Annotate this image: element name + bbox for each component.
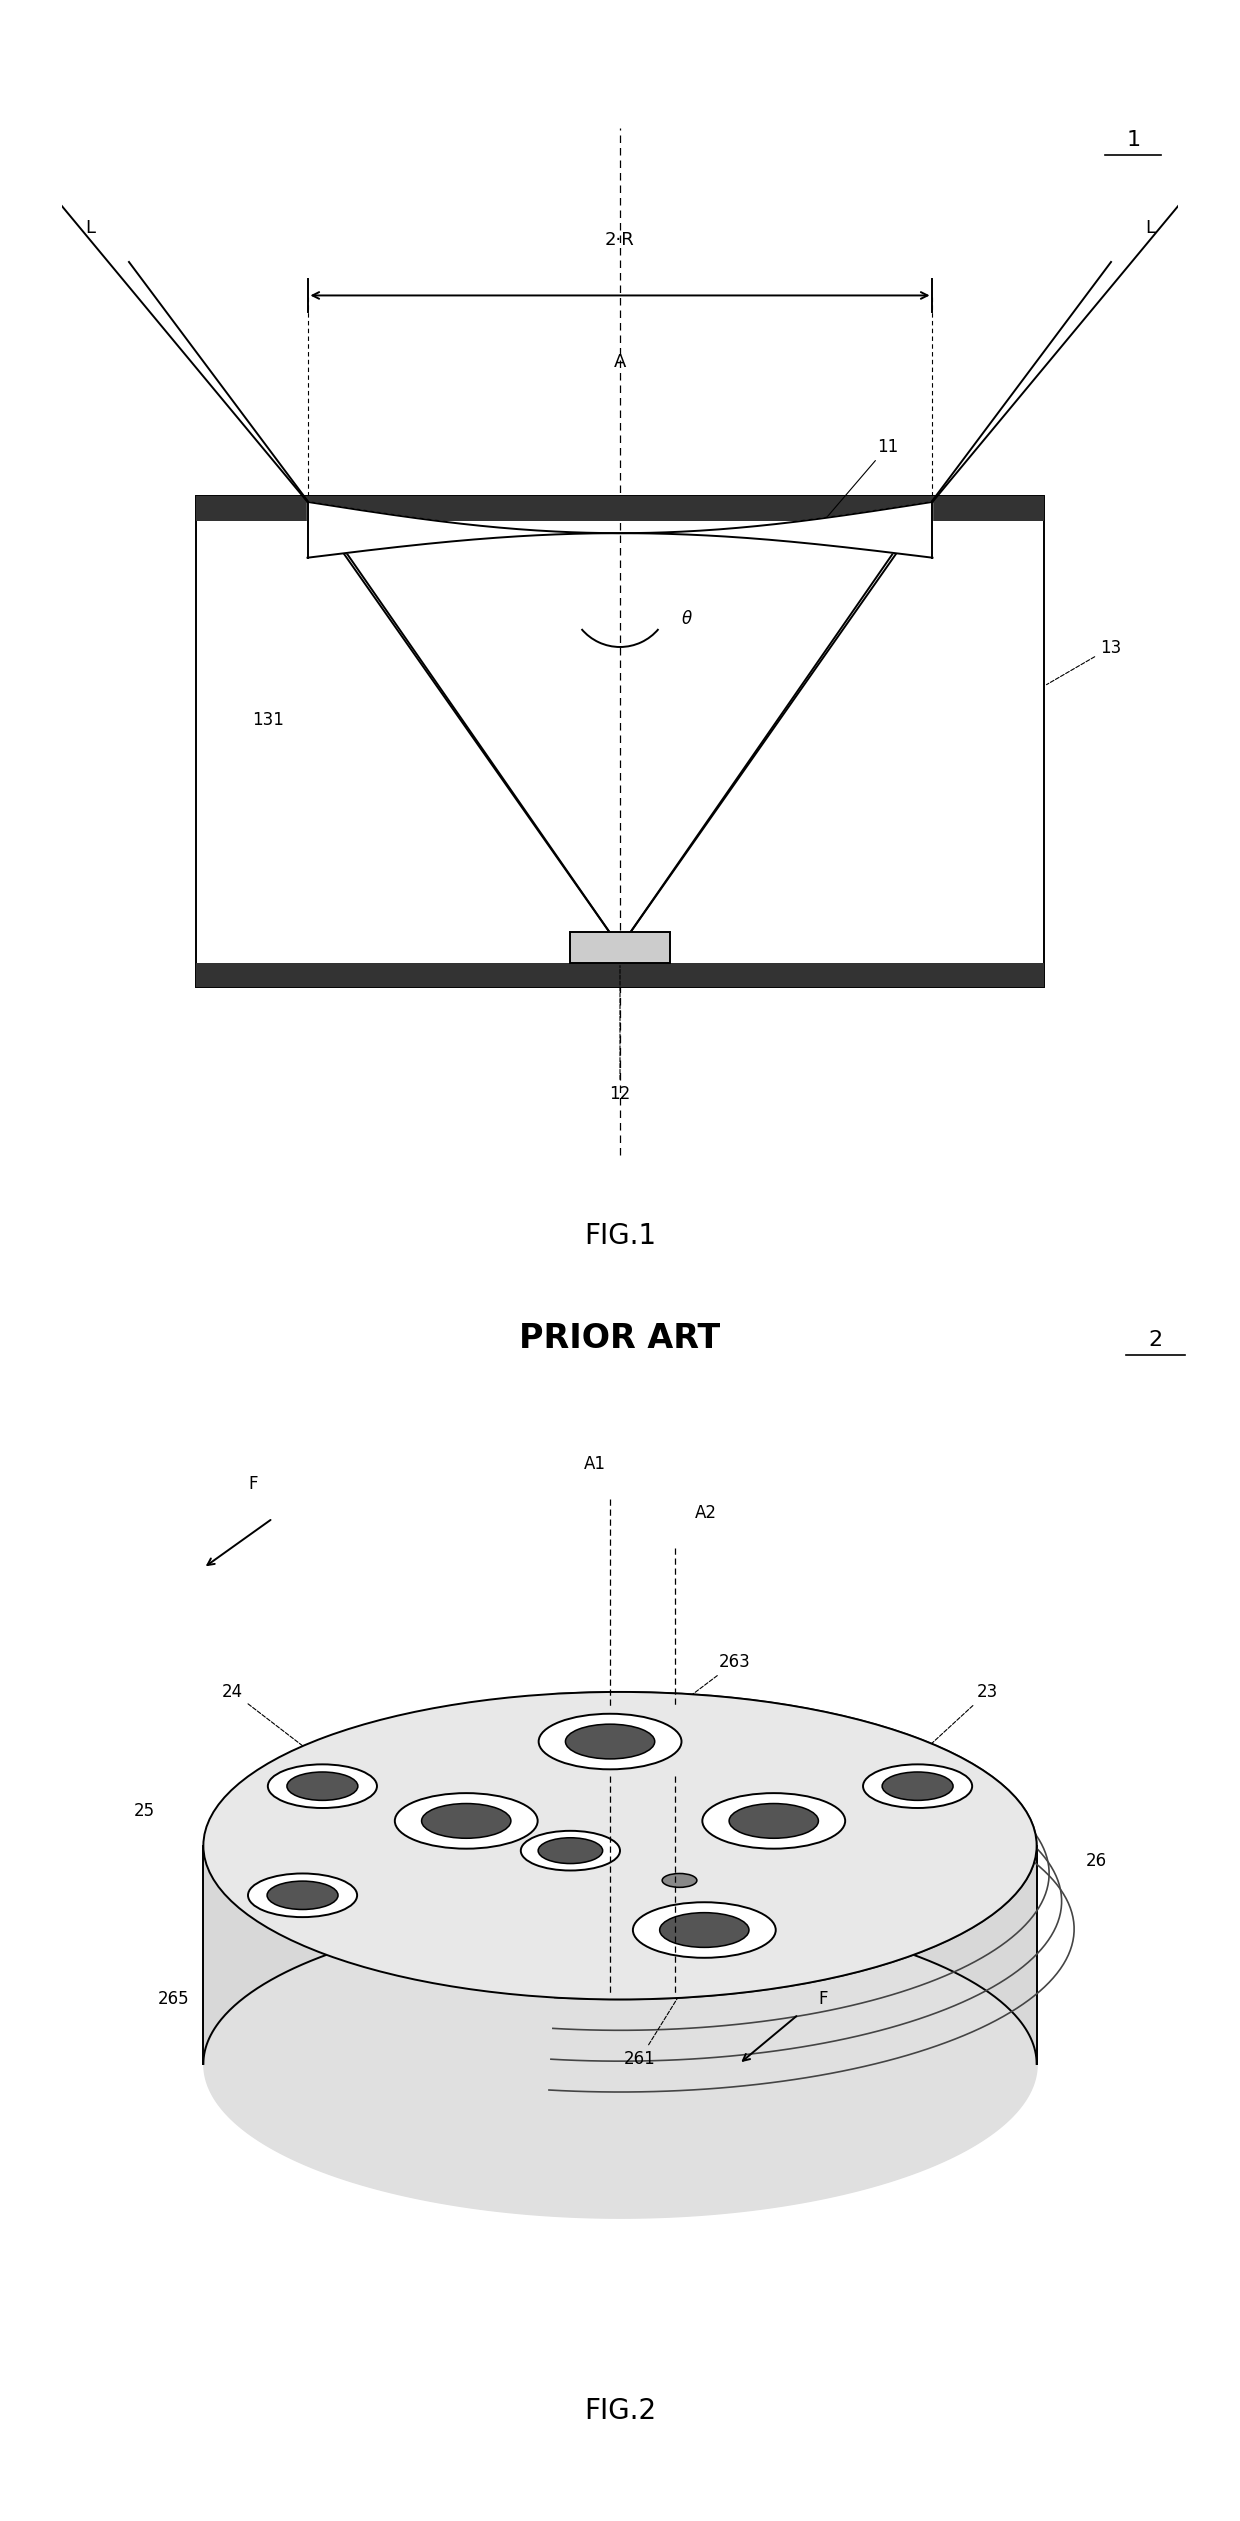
Bar [569, 933, 670, 963]
Ellipse shape [538, 1838, 603, 1863]
Ellipse shape [662, 1873, 697, 1888]
Text: 262: 262 [801, 1813, 870, 1871]
Text: θ: θ [682, 610, 692, 628]
Text: 13: 13 [1047, 638, 1121, 686]
Ellipse shape [660, 1913, 749, 1946]
Ellipse shape [521, 1830, 620, 1871]
Ellipse shape [286, 1772, 358, 1800]
Text: 23: 23 [920, 1684, 998, 1755]
Text: 261: 261 [624, 1956, 703, 2067]
Text: 12: 12 [609, 966, 631, 1104]
Ellipse shape [267, 1881, 339, 1908]
Text: 264: 264 [386, 1742, 418, 1760]
Ellipse shape [632, 1903, 776, 1959]
Ellipse shape [882, 1772, 954, 1800]
Text: F: F [818, 1992, 828, 2009]
Text: 24: 24 [222, 1684, 340, 1775]
Text: 21: 21 [490, 1787, 512, 1805]
Text: L: L [1145, 219, 1156, 237]
Polygon shape [308, 502, 932, 557]
Ellipse shape [248, 1873, 357, 1916]
Ellipse shape [729, 1803, 818, 1838]
Text: 26: 26 [1085, 1850, 1107, 1871]
Text: F: F [248, 1475, 258, 1492]
Ellipse shape [394, 1792, 538, 1848]
Text: L: L [84, 219, 95, 237]
Ellipse shape [702, 1792, 846, 1848]
Text: 25: 25 [133, 1803, 155, 1820]
Text: FIG.1: FIG.1 [584, 1223, 656, 1250]
Text: FIG.2: FIG.2 [584, 2397, 656, 2425]
Text: PRIOR ART: PRIOR ART [520, 1321, 720, 1356]
Ellipse shape [268, 1765, 377, 1808]
Ellipse shape [565, 1724, 655, 1760]
Ellipse shape [538, 1714, 682, 1770]
Text: 11: 11 [822, 439, 898, 522]
Bar [196, 497, 1044, 522]
Text: 263: 263 [652, 1654, 751, 1724]
Text: 2·R: 2·R [605, 229, 635, 250]
Ellipse shape [203, 1692, 1037, 1999]
Text: 265: 265 [157, 1992, 190, 2009]
Ellipse shape [863, 1765, 972, 1808]
Bar [196, 963, 1044, 988]
Text: A1: A1 [584, 1455, 606, 1472]
Text: 2: 2 [1148, 1329, 1163, 1349]
Ellipse shape [422, 1803, 511, 1838]
Bar [196, 497, 1044, 988]
Text: 1: 1 [1126, 131, 1141, 151]
Text: A: A [614, 353, 626, 371]
Text: A2: A2 [694, 1505, 717, 1523]
Text: 22: 22 [702, 1886, 790, 1939]
Text: 131: 131 [253, 711, 284, 729]
